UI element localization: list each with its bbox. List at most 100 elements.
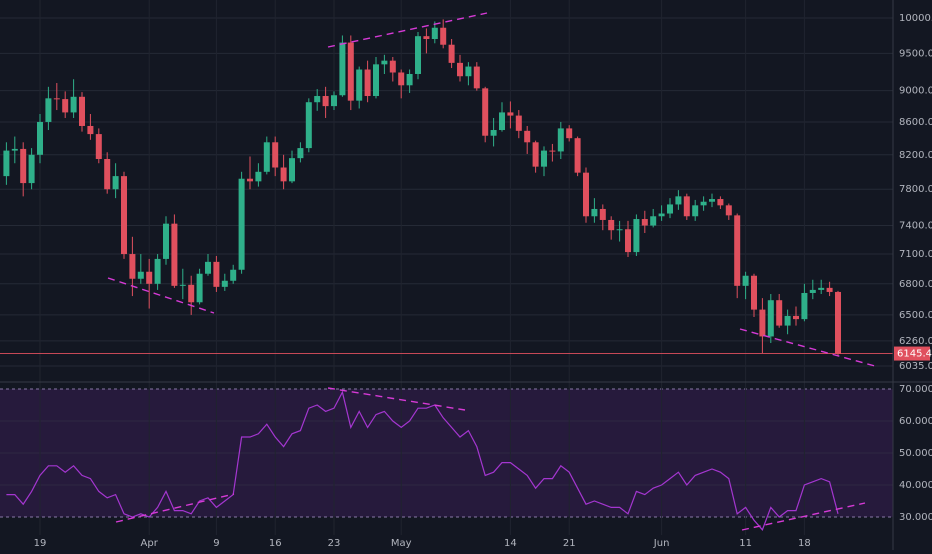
candle-body [482,88,489,136]
candle-body [406,73,413,86]
candle-body [692,205,699,217]
candle-body [230,269,237,281]
candle-body [87,125,94,135]
candle-body [121,176,127,255]
y-tick-label: 9000.0 [899,86,932,97]
candle-body [725,205,732,216]
candle-body [305,102,312,149]
candle-body [515,115,522,131]
y-tick-label: 8200.0 [899,150,932,161]
candle-body [801,292,808,320]
candle-body [213,261,220,287]
candle-body [784,315,791,326]
y-tick-label: 6260.0 [899,336,932,347]
candle-body [415,36,421,74]
candle-body [776,300,783,326]
y-tick-label: 70.0000 [899,384,932,395]
candle-body [709,199,715,202]
x-tick-label: 16 [269,538,282,549]
candle-body [112,176,119,190]
candle-body [314,96,321,103]
candle-body [297,148,304,159]
candle-body [641,219,648,226]
candle-body [549,150,556,152]
candle-body [507,112,514,116]
y-tick-label: 30.0000 [899,512,932,523]
candle-body [473,66,480,89]
last-price-box [894,346,930,361]
candle-body [347,42,354,101]
candle-body [188,284,195,303]
candle-body [104,158,111,190]
candle-body [583,172,589,217]
candle-body [398,72,405,86]
candle-body [3,150,10,177]
candle-body [574,138,581,173]
y-tick-label: 9500.0 [899,48,932,59]
y-tick-label: 7800.0 [899,184,932,195]
candle-body [45,98,52,122]
candle-body [524,130,531,143]
candle-body [205,261,211,274]
candle-body [95,134,102,159]
candle-body [255,171,262,182]
x-tick-label: 21 [563,538,576,549]
candle-body [339,42,346,96]
candle-body [53,98,60,100]
x-tick-label: 11 [739,538,752,549]
candle-body [79,96,85,126]
candle-body [658,213,665,217]
candle-body [675,196,682,205]
candle-body [700,201,707,206]
candle-body [448,44,455,63]
candle-body [633,219,640,253]
candle-body [440,27,447,45]
candle-body [238,178,245,270]
x-tick-label: May [391,538,412,549]
marks-layer [0,19,893,531]
candle-body [499,112,505,131]
candle-body [171,223,178,286]
y-tick-label: 8600.0 [899,117,932,128]
candle-body [364,69,371,97]
y-tick-label: 50.0000 [899,448,932,459]
candle-body [289,158,295,182]
candle-body [541,150,547,167]
x-tick-label: 23 [328,538,341,549]
candle-body [809,289,816,293]
candle-body [137,271,144,279]
candle-body [62,99,69,113]
candle-body [28,154,35,184]
x-tick-label: 14 [504,538,517,549]
candle-body [263,142,270,172]
candle-body [625,229,631,253]
candle-body [734,215,741,286]
candle-body [566,128,573,139]
y-tick-label: 40.0000 [899,480,932,491]
y-tick-label: 10000.0 [899,13,932,24]
candle-body [532,142,539,167]
candle-body [272,142,279,168]
candle-body [196,273,203,303]
candle-body [683,196,690,217]
candle-body [70,96,77,113]
candle-body [457,62,463,77]
x-tick-label: Jun [653,538,670,549]
x-tick-label: 9 [213,538,219,549]
x-tick-label: Apr [141,538,159,549]
y-tick-label: 6800.0 [899,279,932,290]
candle-body [650,216,657,226]
candle-body [163,223,169,259]
candle-body [667,204,673,214]
candle-body [608,219,615,231]
candle-body [154,258,161,284]
trendline [107,277,215,314]
candle-body [37,121,43,155]
trendline [115,493,235,523]
last-price-label: 6145.4 [897,349,932,360]
candle-body [717,199,724,206]
candle-body [389,60,396,73]
candle-body [767,300,774,337]
